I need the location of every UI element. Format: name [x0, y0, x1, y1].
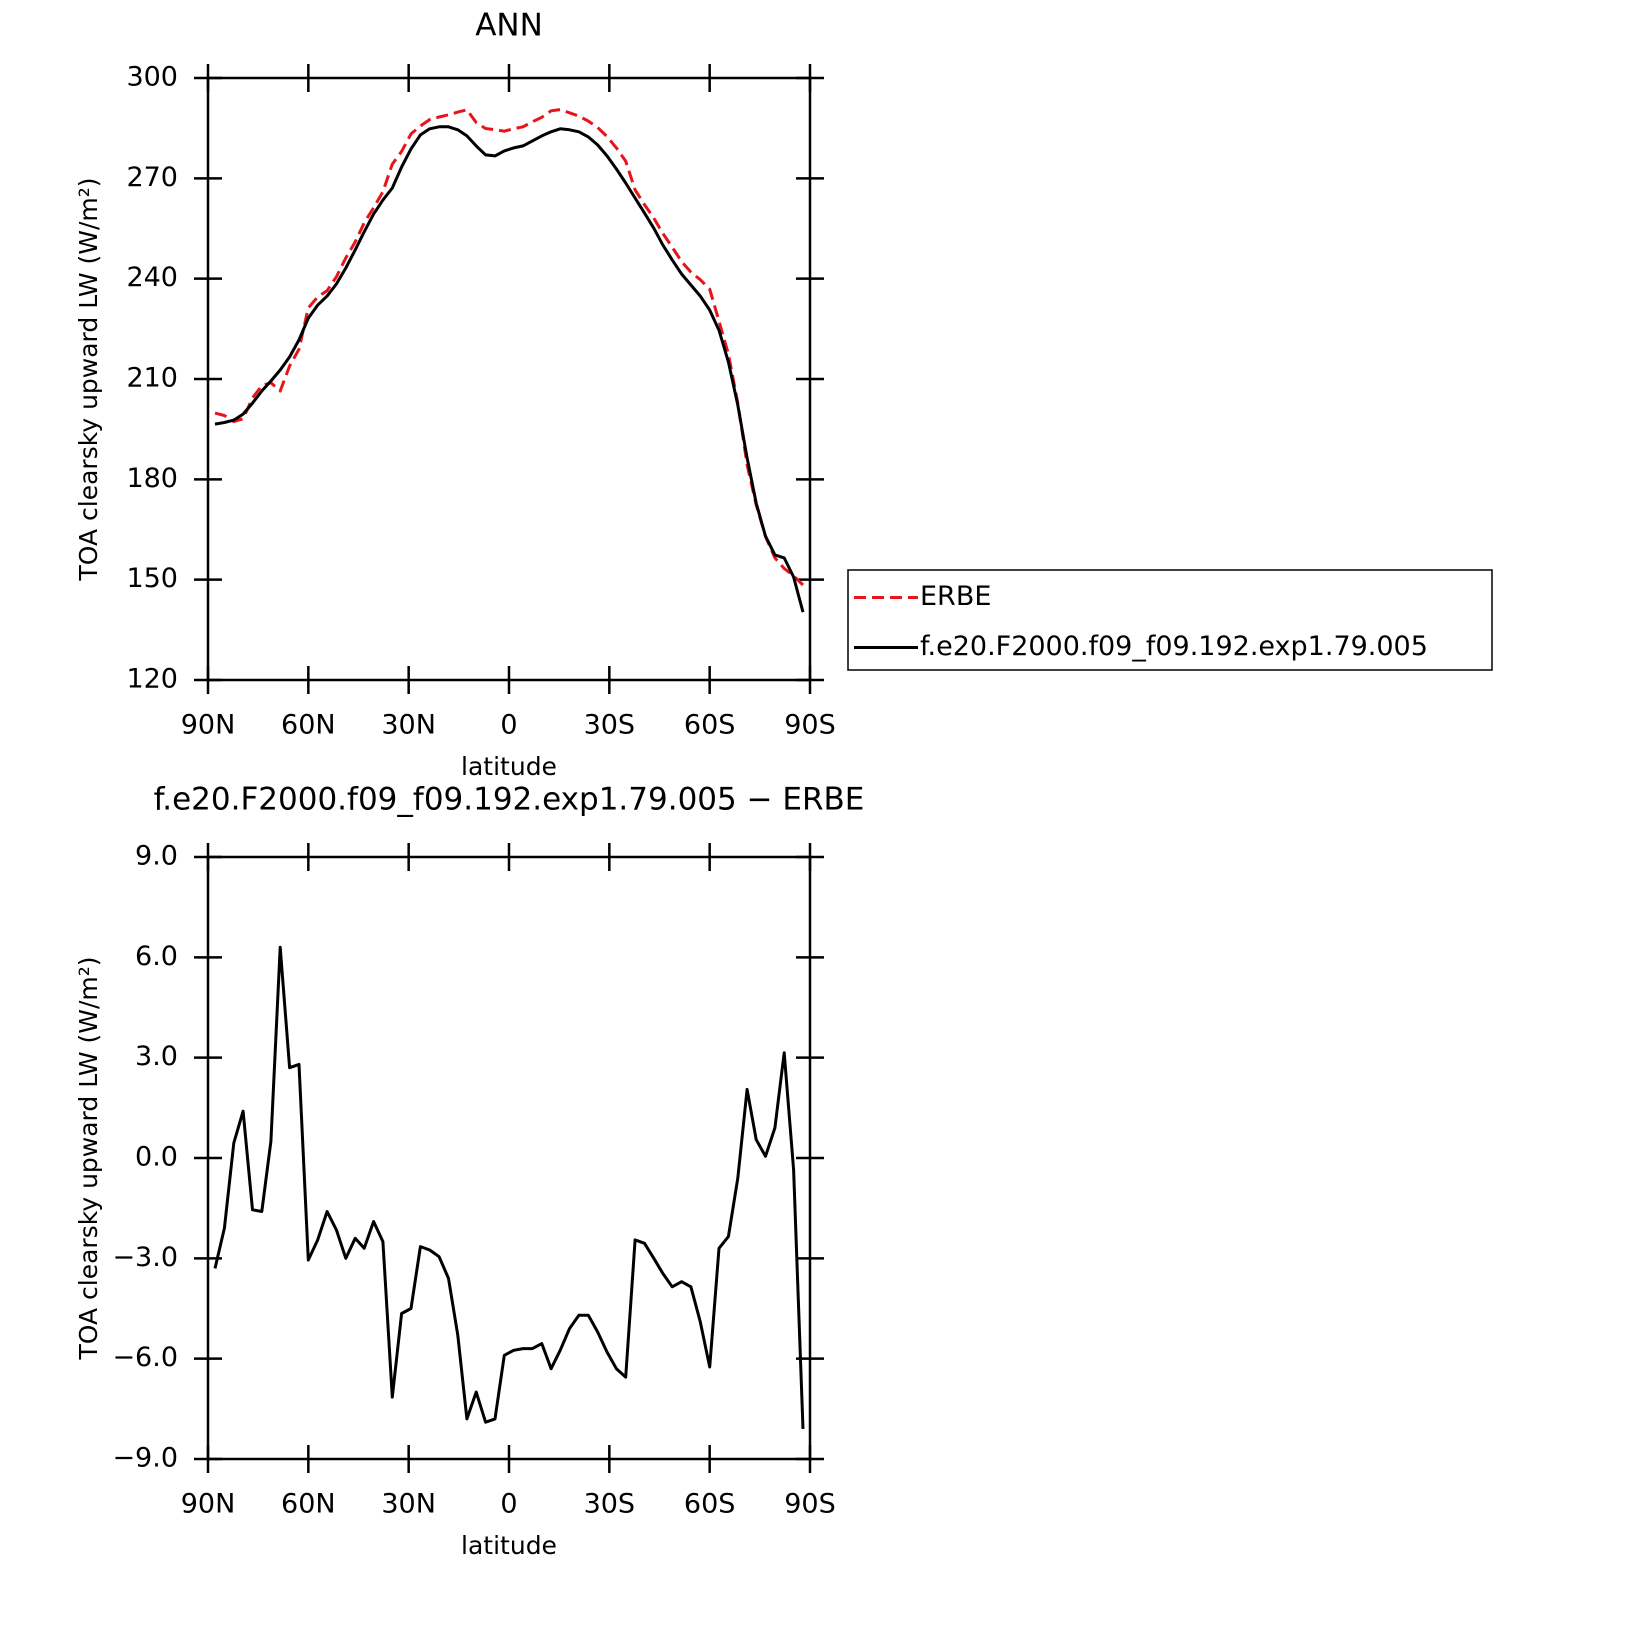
y-tick-label: 9.0: [135, 841, 178, 872]
legend-label: f.e20.F2000.f09_f09.192.exp1.79.005: [920, 631, 1428, 662]
y-tick-label: −9.0: [112, 1443, 178, 1474]
x-tick-label: 90N: [181, 1489, 236, 1520]
y-tick-label: 6.0: [135, 941, 178, 972]
y-axis-label: TOA clearsky upward LW (W/m²): [74, 956, 103, 1360]
y-axis-label: TOA clearsky upward LW (W/m²): [74, 177, 103, 581]
x-tick-label: 0: [500, 710, 517, 741]
y-tick-label: 240: [126, 262, 178, 293]
x-tick-label: 60N: [281, 710, 336, 741]
x-tick-label: 30S: [584, 710, 636, 741]
y-tick-label: −6.0: [112, 1342, 178, 1373]
x-tick-label: 60S: [684, 710, 736, 741]
plot-frame: [206, 855, 812, 1461]
x-tick-label: 30N: [381, 710, 436, 741]
y-tick-label: 150: [126, 563, 178, 594]
x-tick-label: 30S: [584, 1489, 636, 1520]
legend: ERBE f.e20.F2000.f09_f09.192.exp1.79.005: [847, 569, 1493, 671]
y-tick-label: 120: [126, 664, 178, 695]
x-tick-label: 0: [500, 1489, 517, 1520]
y-tick-label: −3.0: [112, 1242, 178, 1273]
legend-label: ERBE: [920, 581, 991, 612]
legend-box: [847, 569, 1493, 671]
y-tick-label: 270: [126, 162, 178, 193]
x-tick-label: 90S: [784, 1489, 836, 1520]
y-tick-label: 3.0: [135, 1041, 178, 1072]
x-tick-label: 90N: [181, 710, 236, 741]
plot-frame: [206, 76, 812, 682]
y-tick-label: 210: [126, 363, 178, 394]
x-tick-label: 60S: [684, 1489, 736, 1520]
y-tick-label: 300: [126, 62, 178, 93]
x-tick-label: 60N: [281, 1489, 336, 1520]
x-axis-label: latitude: [461, 1531, 557, 1560]
y-tick-label: 180: [126, 463, 178, 494]
x-axis-label: latitude: [461, 752, 557, 781]
data-line: [214, 108, 805, 587]
x-tick-label: 30N: [381, 1489, 436, 1520]
data-line: [214, 125, 805, 613]
x-tick-label: 90S: [784, 710, 836, 741]
data-line: [213, 945, 805, 1429]
chart-title: f.e20.F2000.f09_f09.192.exp1.79.005 − ER…: [154, 782, 865, 818]
y-tick-label: 0.0: [135, 1142, 178, 1173]
chart-title: ANN: [475, 8, 543, 44]
